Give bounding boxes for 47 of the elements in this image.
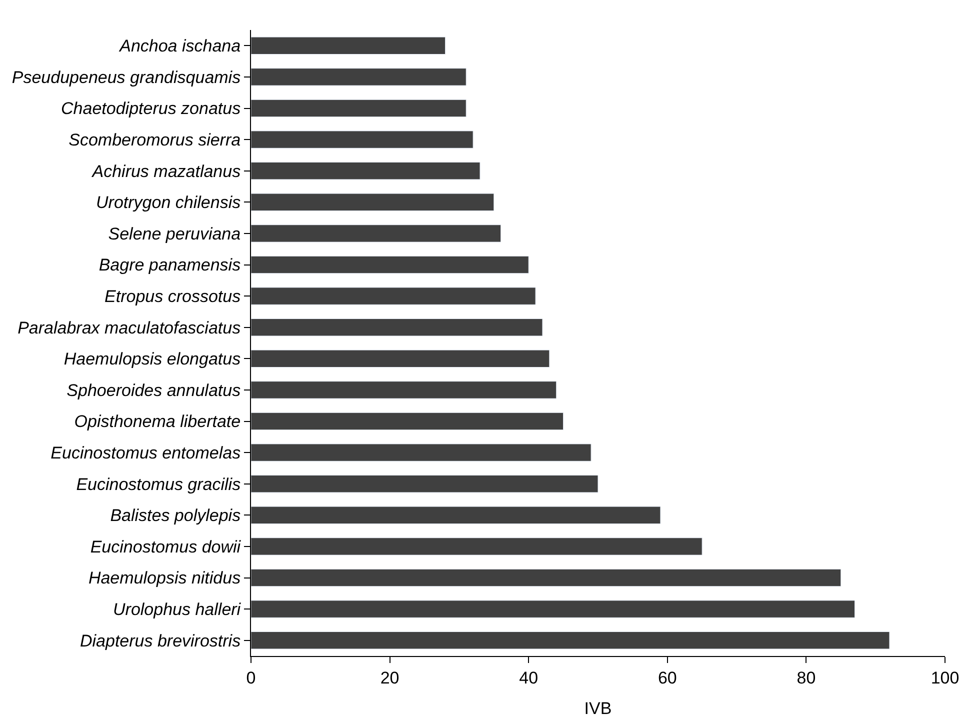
bar [251,256,529,274]
y-tick-label: Haemulopsis nitidus [88,568,242,588]
y-tick-label: Urolophus halleri [113,600,242,619]
y-tick-label: Anchoa ischana [118,36,241,56]
y-tick-label: Urotrygon chilensis [96,193,242,212]
x-axis-title: IVB [584,698,612,718]
bar [251,193,494,212]
y-tick-label: Diapterus brevirostris [80,631,242,650]
bar [251,506,661,524]
x-tick-label: 80 [796,668,816,688]
bar [251,350,550,368]
bar [251,568,842,587]
bar [251,600,856,618]
x-tick-label: 0 [246,668,256,688]
y-tick-label: Eucinostomus entomelas [50,444,242,462]
y-tick-label: Balistes polylepis [110,506,242,526]
x-tick-label: 100 [930,668,960,688]
bar [251,99,466,118]
y-tick-label: Selene peruviana [108,224,241,244]
y-tick-label: Chaetodipterus zonatus [61,99,242,118]
bar [251,412,564,430]
y-tick-label: Bagre panamensis [98,256,242,275]
y-tick-label: Etropus crossotus [104,287,242,306]
y-tick-label: Pseudupeneus grandisquamis [12,68,242,87]
bar [251,287,536,305]
y-tick-label: Opisthonema libertate [74,412,241,432]
bar [251,631,890,650]
y-tick-label: Achirus mazatlanus [91,162,242,181]
bar [251,162,480,180]
y-tick-label: Eucinostomus dowii [90,537,242,556]
bar [251,36,446,55]
bar [251,381,557,399]
bar [251,68,466,86]
y-tick-label: Paralabrax maculatofasciatus [18,318,242,338]
x-tick-label: 40 [519,668,538,688]
bar [251,130,474,148]
y-tick-label: Eucinostomus gracilis [76,474,242,494]
y-tick-label: Haemulopsis elongatus [64,350,242,369]
bar [251,224,502,242]
bar [251,474,598,493]
x-tick-label: 20 [380,668,400,688]
x-tick-label: 60 [658,668,677,688]
bar [251,538,702,556]
bar [251,318,543,336]
bar [251,444,592,462]
y-tick-label: Scomberomorus sierra [68,130,241,150]
y-tick-label: Sphoeroides annulatus [66,380,242,400]
